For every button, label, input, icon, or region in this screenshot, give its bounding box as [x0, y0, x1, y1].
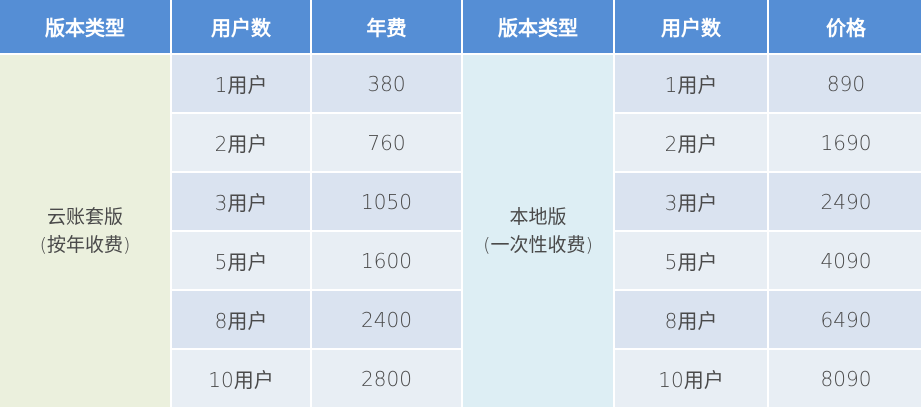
table-row: 5用户 1600 5用户 4090: [0, 232, 921, 289]
cloud-edition-name: 云账套版: [46, 206, 123, 228]
header-price: 价格: [769, 0, 921, 53]
local-edition-note: (一次性收费): [483, 234, 593, 256]
users-cell: 8用户: [172, 291, 310, 348]
annual-fee-cell: 1050: [312, 173, 461, 230]
header-users-2: 用户数: [615, 0, 767, 53]
table-row: 2用户 760 2用户 1690: [0, 114, 921, 171]
annual-fee-cell: 380: [312, 55, 461, 112]
annual-fee-cell: 2800: [312, 350, 461, 407]
price-cell: 890: [769, 55, 921, 112]
local-edition-name: 本地版: [509, 206, 567, 228]
annual-fee-cell: 1600: [312, 232, 461, 289]
header-row: 版本类型 用户数 年费 版本类型 用户数 价格: [0, 0, 921, 53]
users-cell: 3用户: [172, 173, 310, 230]
header-edition: 版本类型: [0, 0, 170, 53]
price-cell: 4090: [769, 232, 921, 289]
users-cell-2: 2用户: [615, 114, 767, 171]
price-cell: 6490: [769, 291, 921, 348]
table-row: 3用户 1050 3用户 2490: [0, 173, 921, 230]
users-cell: 2用户: [172, 114, 310, 171]
price-cell: 8090: [769, 350, 921, 407]
header-edition-2: 版本类型: [463, 0, 613, 53]
users-cell: 1用户: [172, 55, 310, 112]
header-users: 用户数: [172, 0, 310, 53]
cloud-edition-cell: 云账套版 (按年收费): [0, 55, 170, 407]
users-cell: 5用户: [172, 232, 310, 289]
local-edition-cell: 本地版 (一次性收费): [463, 55, 613, 407]
users-cell-2: 10用户: [615, 350, 767, 407]
table-row: 10用户 2800 10用户 8090: [0, 350, 921, 407]
table-row: 8用户 2400 8用户 6490: [0, 291, 921, 348]
price-cell: 2490: [769, 173, 921, 230]
users-cell-2: 1用户: [615, 55, 767, 112]
annual-fee-cell: 2400: [312, 291, 461, 348]
header-annual-fee: 年费: [312, 0, 461, 53]
cloud-edition-note: (按年收费): [39, 234, 131, 256]
users-cell-2: 3用户: [615, 173, 767, 230]
annual-fee-cell: 760: [312, 114, 461, 171]
users-cell-2: 5用户: [615, 232, 767, 289]
price-cell: 1690: [769, 114, 921, 171]
users-cell-2: 8用户: [615, 291, 767, 348]
users-cell: 10用户: [172, 350, 310, 407]
table-row: 云账套版 (按年收费) 1用户 380 本地版 (一次性收费) 1用户 890: [0, 55, 921, 407]
